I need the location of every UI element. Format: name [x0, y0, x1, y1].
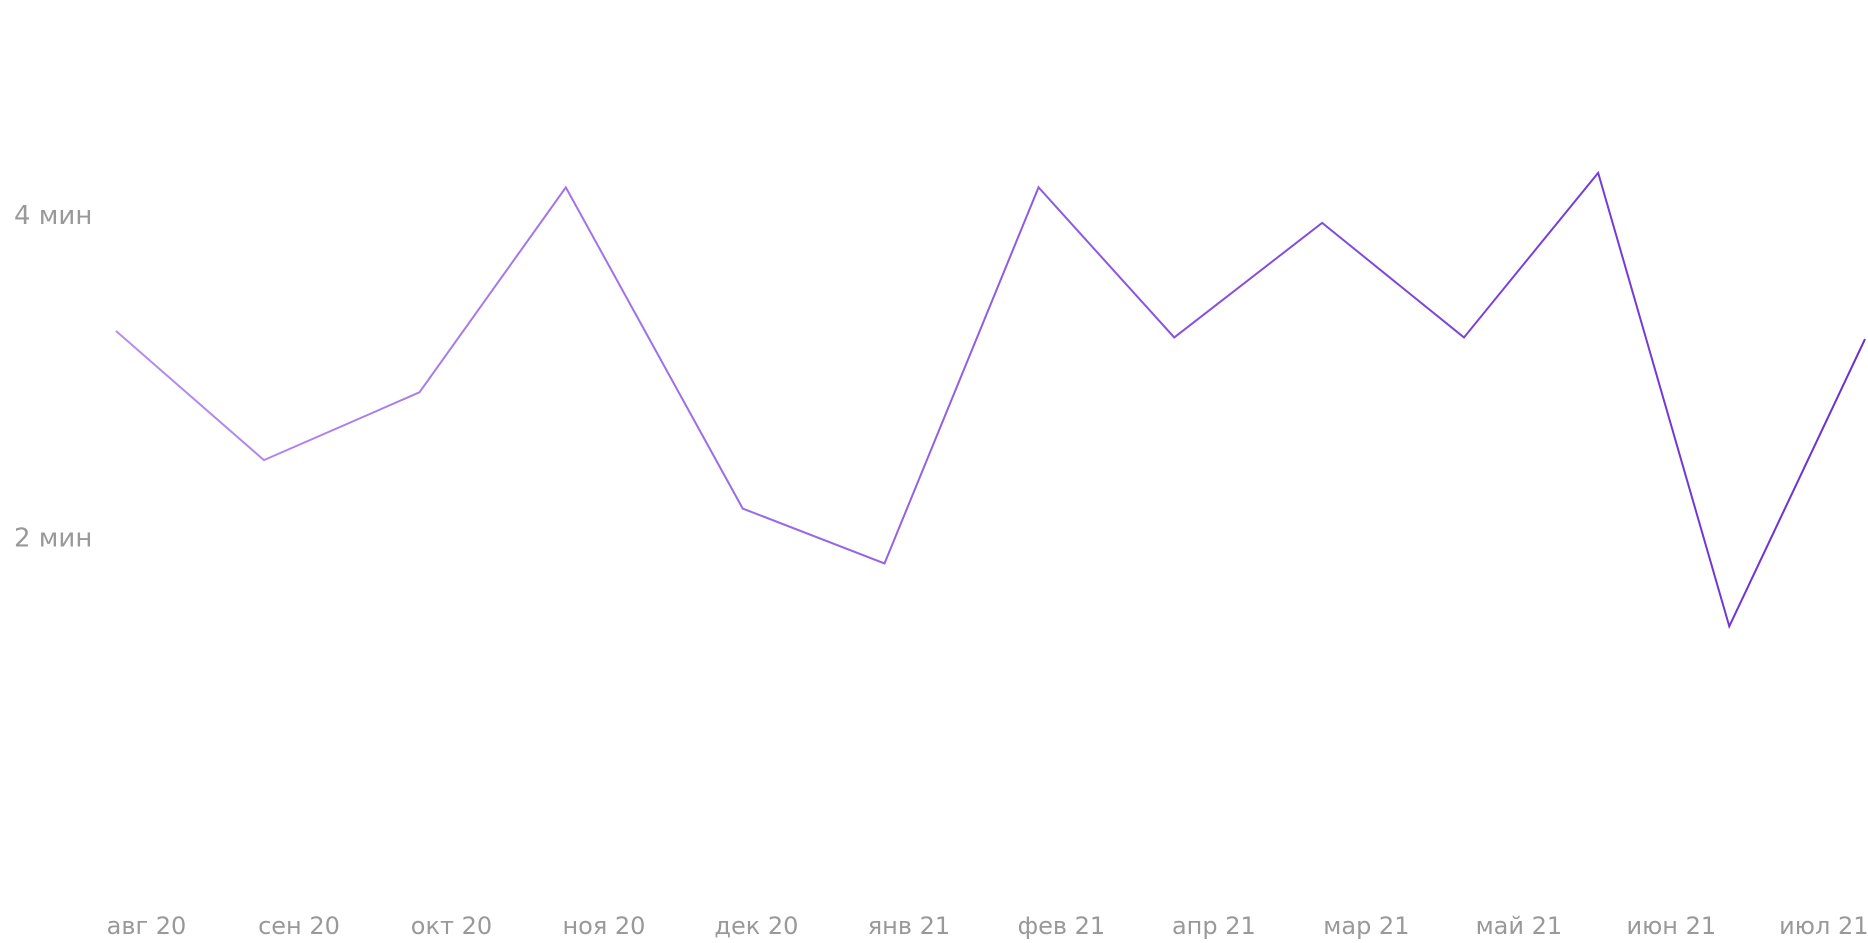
x-tick-label: май 21 [1476, 912, 1563, 940]
x-tick-label: дек 20 [714, 912, 798, 940]
line [115, 170, 1866, 630]
y-tick-label: 4 мин [14, 201, 92, 231]
x-tick-label: окт 20 [411, 912, 492, 940]
x-tick-label: фев 21 [1018, 912, 1106, 940]
x-tick-label: ноя 20 [562, 912, 645, 940]
x-tick-label: авг 20 [107, 912, 187, 940]
x-tick-label: июл 21 [1779, 912, 1868, 940]
x-tick-label: мар 21 [1323, 912, 1409, 940]
y-tick-label: 2 мин [14, 524, 92, 554]
x-tick-label: янв 21 [868, 912, 950, 940]
x-tick-label: июн 21 [1627, 912, 1717, 940]
x-tick-label: апр 21 [1172, 912, 1256, 940]
x-tick-label: сен 20 [258, 912, 340, 940]
